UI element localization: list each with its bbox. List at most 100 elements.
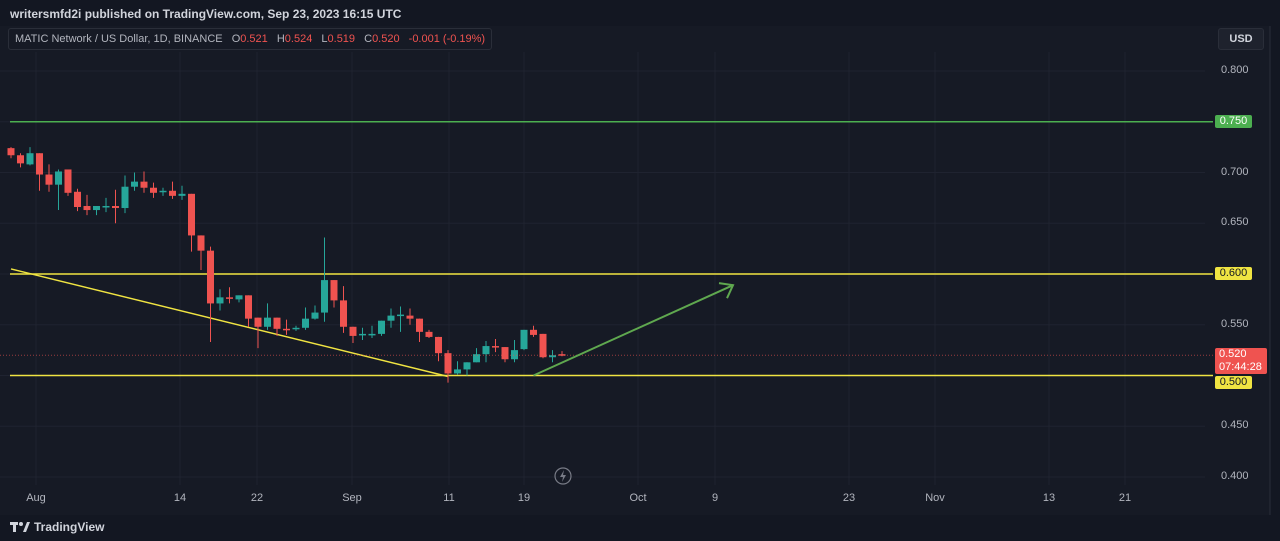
candle-body xyxy=(254,317,262,327)
footer-bar xyxy=(0,515,1280,541)
candle-body xyxy=(330,280,338,301)
time-tick-label: Aug xyxy=(26,492,46,504)
candle-body xyxy=(397,314,404,317)
candle-body xyxy=(150,187,157,193)
last-price-tag: 0.520 07:44:28 xyxy=(1215,348,1267,375)
candle-body xyxy=(406,315,414,319)
price-tick-label: 0.700 xyxy=(1221,165,1249,178)
candle-body xyxy=(425,331,433,337)
candle-body xyxy=(207,250,214,304)
candle-body xyxy=(435,336,442,354)
candle-body xyxy=(216,297,224,304)
publish-info: writersmfd2i published on TradingView.co… xyxy=(10,7,402,21)
candle-body xyxy=(444,353,452,374)
candle-body xyxy=(102,205,110,208)
candle-body xyxy=(140,181,148,188)
candle-body xyxy=(359,333,366,336)
price-tick-label: 0.650 xyxy=(1221,216,1249,229)
candle-body xyxy=(93,205,100,211)
candle-body xyxy=(273,317,281,329)
logo-text: TradingView xyxy=(34,520,105,534)
candle-body xyxy=(378,320,385,334)
tradingview-logo: TradingView xyxy=(10,520,104,534)
low-label: L xyxy=(321,33,328,45)
candle-body xyxy=(26,153,34,165)
candle-body xyxy=(454,369,461,374)
change-value: -0.001 (-0.19%) xyxy=(408,33,486,45)
candle-body xyxy=(492,346,499,348)
candle-body xyxy=(188,193,195,236)
candle-body xyxy=(83,205,91,211)
price-tick-label: 0.800 xyxy=(1221,64,1249,76)
candle-body xyxy=(159,190,167,193)
close-value: 0.520 xyxy=(372,33,400,45)
time-tick-label: 9 xyxy=(711,492,719,504)
candle-body xyxy=(349,326,357,336)
candle-body xyxy=(501,347,509,360)
level-tag: 0.600 xyxy=(1215,267,1252,280)
candle-body xyxy=(520,329,528,350)
candle-body xyxy=(45,174,53,185)
time-tick-label: 14 xyxy=(173,492,187,504)
publish-bar: writersmfd2i published on TradingView.co… xyxy=(0,0,1280,26)
candle-body xyxy=(131,181,138,187)
candle-body xyxy=(321,280,328,313)
price-tick-label: 0.450 xyxy=(1221,419,1249,432)
time-tick-label: 23 xyxy=(842,492,856,504)
low-value: 0.519 xyxy=(327,33,356,45)
close-label: C xyxy=(364,33,373,45)
candle-body xyxy=(302,318,309,328)
price-tick-label: 0.400 xyxy=(1221,470,1249,482)
time-tick-label: Oct xyxy=(629,492,647,504)
candle-body xyxy=(511,350,518,360)
candle-body xyxy=(387,315,395,321)
lightning-bolt xyxy=(560,470,566,482)
symbol-title: MATIC Network / US Dollar, 1D, BINANCE xyxy=(15,33,223,45)
candle-body xyxy=(178,193,186,196)
candle-body xyxy=(340,300,347,327)
time-tick-label: 19 xyxy=(517,492,531,504)
candle-body xyxy=(64,169,72,193)
candle-body xyxy=(74,191,81,208)
candle-body xyxy=(368,333,376,336)
candle-body xyxy=(7,148,15,156)
time-tick-label: 11 xyxy=(443,492,455,504)
price-tick-label: 0.550 xyxy=(1221,317,1249,330)
lightning-icon xyxy=(554,467,572,485)
time-tick-label: 13 xyxy=(1042,492,1056,504)
candle-body xyxy=(226,297,233,299)
bar-countdown: 07:44:28 xyxy=(1219,361,1262,374)
candle-body xyxy=(530,329,537,335)
trendline xyxy=(10,268,449,378)
time-tick-label: 22 xyxy=(250,492,264,504)
candle-body xyxy=(197,235,205,251)
candle-body xyxy=(473,354,480,363)
candle-body xyxy=(311,312,319,319)
tradingview-logo-icon xyxy=(10,522,30,532)
candle-body xyxy=(264,317,271,327)
plot-background xyxy=(0,26,1270,515)
candle-body xyxy=(292,327,300,330)
level-tag: 0.500 xyxy=(1215,376,1252,390)
candle-body xyxy=(539,333,547,358)
candle-body xyxy=(55,171,62,185)
currency-button[interactable]: USD xyxy=(1218,28,1264,50)
candle-body xyxy=(121,186,129,209)
candle-body xyxy=(245,295,252,319)
open-label: O xyxy=(231,33,241,45)
candle-body xyxy=(36,153,43,175)
candle-body xyxy=(235,295,243,300)
level-tag: 0.750 xyxy=(1215,114,1252,128)
candle-body xyxy=(112,205,119,209)
high-label: H xyxy=(276,33,285,45)
candle-body xyxy=(482,346,490,355)
open-value: 0.521 xyxy=(240,33,268,45)
arrow-line xyxy=(533,284,734,377)
symbol-legend: MATIC Network / US Dollar, 1D, BINANCE O… xyxy=(8,28,493,50)
candle-body xyxy=(283,328,290,331)
candle-body xyxy=(17,155,24,164)
arrow-head-icon xyxy=(718,282,735,299)
time-tick-label: 21 xyxy=(1118,492,1132,504)
last-price-value: 0.520 xyxy=(1219,348,1247,361)
